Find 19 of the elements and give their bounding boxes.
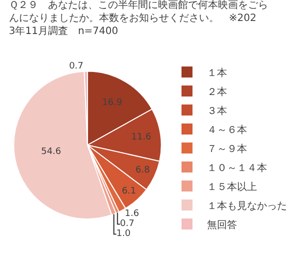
data-label: 1.0: [116, 229, 131, 240]
data-label: 0.7: [120, 219, 134, 230]
data-label: 0.7: [69, 61, 84, 72]
data-label: 54.6: [41, 147, 62, 158]
data-label: 1.6: [124, 209, 140, 220]
chart-title: Ｑ２９ あなたは、この半年間に映画館で何本映画をごらんになりましたか。本数をお知らせください。 ※2023年11月調査 n=7400: [8, 0, 268, 37]
legend-label: ３本: [207, 104, 227, 117]
data-label: 16.9: [102, 98, 122, 108]
legend-label: １０～１４本: [207, 162, 267, 174]
legend-label: ２本: [207, 86, 227, 98]
legend-label: 無回答: [207, 218, 237, 231]
legend-label: １本も見なかった: [207, 200, 287, 212]
legend-label: １本: [207, 66, 227, 79]
data-label: 11.6: [131, 132, 152, 142]
legend-label: ４～６本: [207, 124, 247, 136]
legend-label: １５本以上: [207, 180, 257, 193]
data-label: 6.1: [122, 186, 136, 196]
data-label: 6.8: [136, 166, 150, 176]
legend-label: ７～９本: [207, 142, 247, 155]
